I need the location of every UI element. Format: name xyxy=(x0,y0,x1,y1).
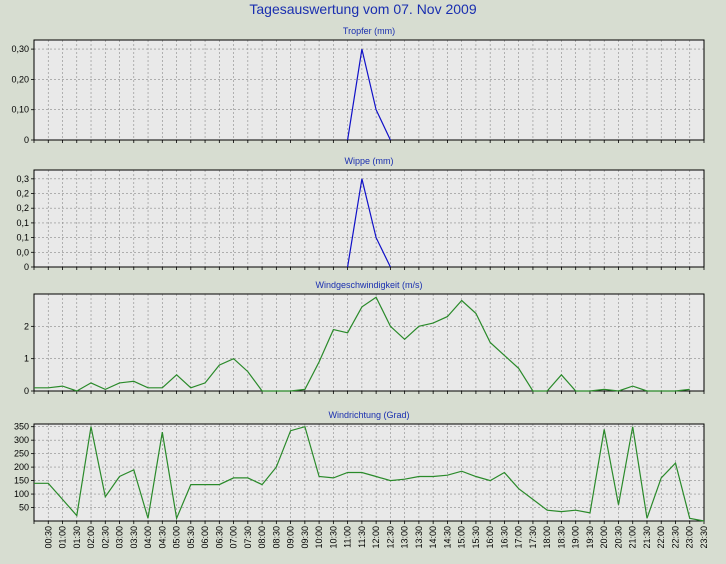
series-line-1 xyxy=(347,178,391,268)
x-tick-label: 18:00 xyxy=(542,526,552,549)
y-tick-label: 0,0 xyxy=(16,247,29,257)
plot-frame xyxy=(33,293,705,392)
y-tick-label: 0,1 xyxy=(16,218,29,228)
x-tick-label: 11:00 xyxy=(343,526,353,548)
y-tick-label: 300 xyxy=(14,435,29,445)
x-tick-label: 20:00 xyxy=(599,526,609,549)
x-tick-label: 20:30 xyxy=(613,526,623,549)
x-tick-label: 06:00 xyxy=(200,526,210,549)
series-line-1 xyxy=(34,425,705,522)
x-tick-label: 08:30 xyxy=(271,526,281,549)
x-tick-label: 12:00 xyxy=(371,526,381,549)
plot-area xyxy=(34,170,704,267)
y-tick-label: 0,10 xyxy=(11,105,29,115)
y-tick-label: 0,30 xyxy=(11,44,29,54)
x-tick-label: 10:30 xyxy=(328,526,338,549)
y-tick-label: 250 xyxy=(14,449,29,459)
y-tick-label: 0 xyxy=(24,262,29,272)
y-tick-label: 0 xyxy=(24,135,29,145)
x-tick-label: 16:30 xyxy=(499,526,509,549)
x-tick-label: 04:30 xyxy=(157,526,167,549)
plot-area xyxy=(34,294,704,391)
x-tick-label: 01:00 xyxy=(58,526,68,549)
x-tick-label: 10:00 xyxy=(314,526,324,549)
plot-frame xyxy=(33,169,705,268)
y-tick-label: 100 xyxy=(14,489,29,499)
x-tick-label: 07:30 xyxy=(243,526,253,549)
series-line-1 xyxy=(347,48,391,141)
x-tick-label: 08:00 xyxy=(257,526,267,549)
y-tick-label: 200 xyxy=(14,462,29,472)
y-tick-label: 2 xyxy=(24,321,29,331)
x-tick-label: 04:00 xyxy=(143,526,153,549)
y-tick-label: 50 xyxy=(19,503,29,513)
x-tick-label: 02:30 xyxy=(100,526,110,549)
x-tick-label: 14:30 xyxy=(442,526,452,549)
x-tick-label: 03:30 xyxy=(129,526,139,549)
x-tick-label: 11:30 xyxy=(357,526,367,548)
x-tick-label: 09:30 xyxy=(300,526,310,549)
plot-frame xyxy=(33,39,705,141)
x-tick-label: 05:30 xyxy=(186,526,196,549)
x-tick-label: 13:30 xyxy=(414,526,424,549)
y-tick-label: 0,2 xyxy=(16,203,29,213)
x-tick-label: 12:30 xyxy=(385,526,395,549)
chart-title: Windgeschwindigkeit (m/s) xyxy=(315,280,422,290)
x-tick-label: 23:00 xyxy=(685,526,695,549)
chart-title: Windrichtung (Grad) xyxy=(328,410,409,420)
y-tick-label: 350 xyxy=(14,422,29,432)
x-tick-label: 17:00 xyxy=(514,526,524,549)
x-tick-label: 00:30 xyxy=(43,526,53,549)
x-tick-label: 16:00 xyxy=(485,526,495,549)
x-tick-label: 21:30 xyxy=(642,526,652,549)
x-tick-label: 01:30 xyxy=(72,526,82,549)
x-tick-label: 09:00 xyxy=(286,526,296,549)
x-tick-label: 15:30 xyxy=(471,526,481,549)
y-tick-label: 0,3 xyxy=(16,174,29,184)
chart-panel-3: 0 1 2 Windgeschwindigkeit (m/s) xyxy=(24,280,705,396)
x-tick-label: 19:00 xyxy=(571,526,581,549)
x-tick-label: 22:00 xyxy=(656,526,666,549)
y-tick-label: 0,2 xyxy=(16,189,29,199)
chart-panel-4: 50 100 150 200 250 300 350 Windrichtung (Grad) xyxy=(14,410,705,524)
x-tick-label: 17:30 xyxy=(528,526,538,549)
x-tick-label: 03:00 xyxy=(115,526,125,549)
plot-area xyxy=(34,40,704,140)
x-tick-label: 05:00 xyxy=(172,526,182,549)
series-line-1 xyxy=(34,296,690,392)
x-tick-label: 07:00 xyxy=(229,526,239,549)
chart-title: Tropfer (mm) xyxy=(343,26,395,36)
plot-area xyxy=(34,424,704,521)
x-tick-label: 22:30 xyxy=(670,526,680,549)
y-tick-label: 0,20 xyxy=(11,74,29,84)
chart-panel-2: 0 0,0 0,1 0,1 0,2 0,2 0,3 Wippe (mm) xyxy=(16,156,705,272)
chart-panel-1: 0 0,10 0,20 0,30 Tropfer (mm) xyxy=(11,26,705,145)
y-tick-label: 0,1 xyxy=(16,233,29,243)
plot-frame xyxy=(33,423,705,522)
y-tick-label: 0 xyxy=(24,386,29,396)
page-title: Tagesauswertung vom 07. Nov 2009 xyxy=(249,1,477,17)
x-tick-label: 14:00 xyxy=(428,526,438,549)
x-tick-label: 23:30 xyxy=(699,526,709,549)
x-tick-label: 18:30 xyxy=(556,526,566,549)
x-tick-label: 06:30 xyxy=(214,526,224,549)
x-tick-label: 02:00 xyxy=(86,526,96,549)
chart-title: Wippe (mm) xyxy=(345,156,394,166)
x-tick-label: 13:00 xyxy=(400,526,410,549)
y-tick-label: 150 xyxy=(14,476,29,486)
y-tick-label: 1 xyxy=(24,354,29,364)
x-tick-label: 19:30 xyxy=(585,526,595,549)
x-tick-label: 15:00 xyxy=(457,526,467,549)
x-tick-label: 21:00 xyxy=(628,526,638,549)
